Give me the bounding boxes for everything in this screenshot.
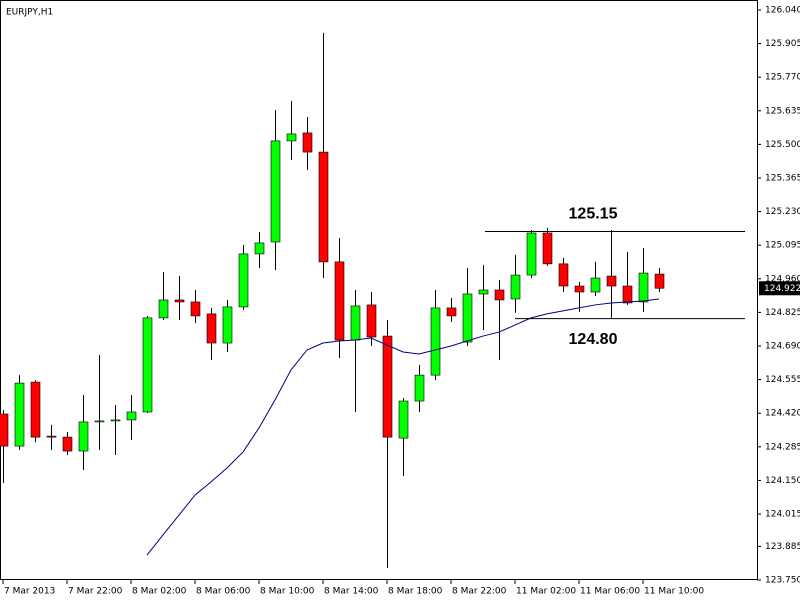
candle-body xyxy=(126,411,137,421)
y-tick-label: 125.230 xyxy=(765,207,800,217)
candle-body xyxy=(590,277,601,293)
y-tick-label: 124.285 xyxy=(765,442,800,452)
y-tick-label: 124.690 xyxy=(765,342,800,352)
candle-body xyxy=(174,299,185,303)
y-tick-label: 124.960 xyxy=(765,274,800,284)
x-tick-label: 7 Mar 22:00 xyxy=(68,587,123,597)
level-label: 125.15 xyxy=(569,206,618,223)
candle-body xyxy=(270,140,281,243)
candle-body xyxy=(478,289,489,295)
y-tick-label: 125.095 xyxy=(765,241,800,251)
level-label: 124.80 xyxy=(569,331,618,348)
candle-body xyxy=(302,132,313,153)
candle-body xyxy=(606,275,617,287)
x-tick-label: 8 Mar 22:00 xyxy=(452,587,507,597)
y-tick-label: 124.825 xyxy=(765,308,800,318)
candle-body xyxy=(206,313,217,344)
y-tick-label: 125.500 xyxy=(765,140,800,150)
y-tick-label: 125.770 xyxy=(765,73,800,83)
candle-body xyxy=(30,381,41,438)
candle-body xyxy=(462,293,473,343)
candle-body xyxy=(334,261,345,341)
x-tick-label: 8 Mar 14:00 xyxy=(324,587,379,597)
candle-body xyxy=(654,273,665,289)
candle-body xyxy=(238,253,249,308)
candle-body xyxy=(510,274,521,300)
y-tick-label: 125.905 xyxy=(765,39,800,49)
last-price-box xyxy=(759,281,800,296)
y-tick-label: 124.420 xyxy=(765,409,800,419)
candle-body xyxy=(398,400,409,439)
candle-body xyxy=(190,301,201,317)
candle-body xyxy=(622,285,633,304)
y-tick-label: 125.365 xyxy=(765,173,800,183)
candle-body xyxy=(526,232,537,276)
candle-body xyxy=(318,151,329,263)
x-tick-label: 8 Mar 18:00 xyxy=(388,587,443,597)
candle-body xyxy=(222,306,233,344)
candle-body xyxy=(78,421,89,452)
x-tick-label: 7 Mar 2013 xyxy=(4,587,55,597)
moving-average-line xyxy=(146,298,660,556)
candle-body xyxy=(286,133,297,142)
x-tick-label: 8 Mar 02:00 xyxy=(132,587,187,597)
candle-body xyxy=(254,242,265,255)
candle-body xyxy=(62,436,73,452)
candle-body xyxy=(350,305,361,341)
candle-body xyxy=(446,307,457,317)
last-price-label: 124.922 xyxy=(764,284,800,294)
y-tick-label: 124.150 xyxy=(765,476,800,486)
x-tick-label: 8 Mar 10:00 xyxy=(260,587,315,597)
x-tick-label: 8 Mar 06:00 xyxy=(196,587,251,597)
x-tick-label: 11 Mar 02:00 xyxy=(516,587,576,597)
candle-body xyxy=(366,304,377,338)
candle-body xyxy=(0,413,9,447)
candle-body xyxy=(414,374,425,402)
x-tick-label: 11 Mar 06:00 xyxy=(580,587,640,597)
candle-body xyxy=(94,420,105,423)
candle-body xyxy=(142,317,153,413)
y-tick-label: 123.750 xyxy=(765,576,800,586)
y-tick-label: 126.040 xyxy=(765,5,800,15)
candle-body xyxy=(542,232,553,265)
y-tick-label: 124.555 xyxy=(765,375,800,385)
candle-body xyxy=(46,435,57,438)
x-tick-label: 11 Mar 10:00 xyxy=(644,587,704,597)
y-tick-label: 124.015 xyxy=(765,510,800,520)
candle-body xyxy=(382,335,393,438)
chart-title: EURJPY,H1 xyxy=(6,8,53,18)
y-tick-label: 125.635 xyxy=(765,106,800,116)
candle-body xyxy=(158,299,169,319)
candle-body xyxy=(638,272,649,303)
candle-body xyxy=(574,285,585,293)
y-tick-label: 123.885 xyxy=(765,542,800,552)
candle-body xyxy=(558,263,569,287)
candle-body xyxy=(430,307,441,376)
candle-body xyxy=(494,289,505,301)
candle-body xyxy=(14,382,25,447)
candle-body xyxy=(110,419,121,422)
